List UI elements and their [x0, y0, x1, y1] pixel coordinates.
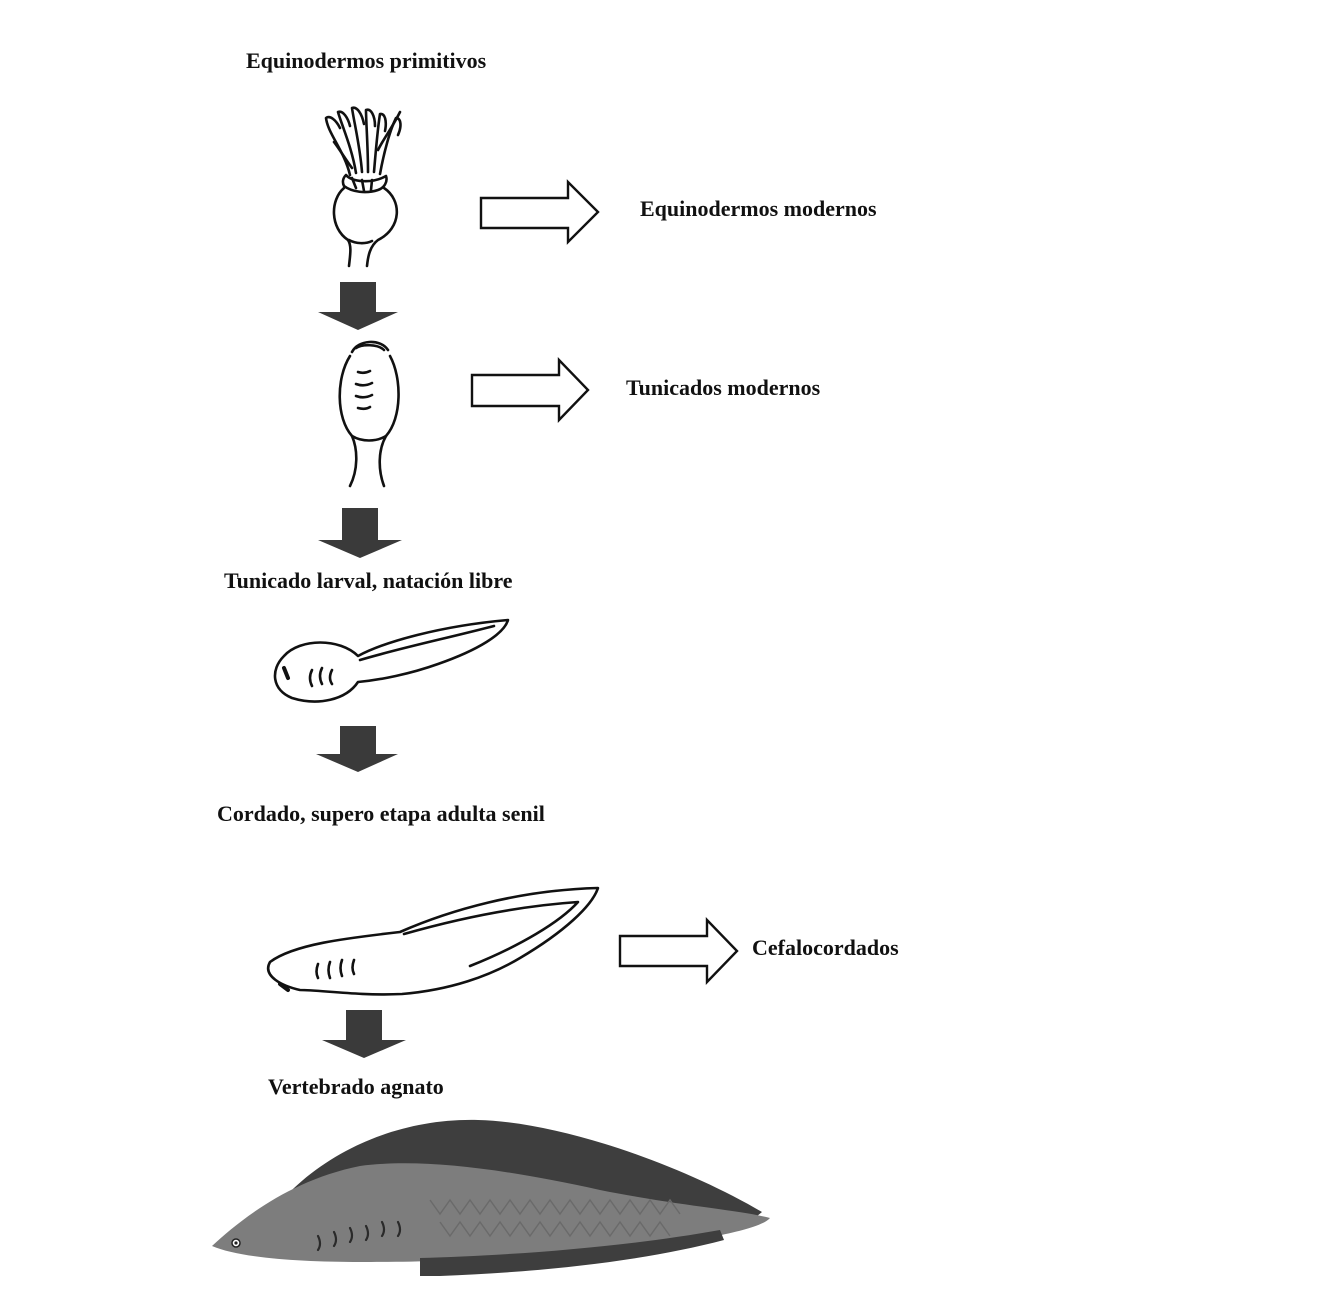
label-modern-tunicates: Tunicados modernos — [626, 375, 821, 400]
sessile-tunicate-figure — [338, 340, 400, 488]
label-chordate-stage: Cordado, supero etapa adulta senil — [217, 801, 545, 826]
label-modern-echinoderms: Equinodermos modernos — [640, 196, 877, 221]
larval-tunicate-figure — [273, 618, 510, 703]
primitive-echinoderm-figure — [324, 106, 402, 268]
down-arrow-2 — [318, 508, 402, 558]
label-agnathan-vertebrate: Vertebrado agnato — [268, 1074, 444, 1099]
down-arrow-4 — [322, 1010, 406, 1058]
label-cephalochordates: Cefalocordados — [752, 935, 899, 960]
down-arrow-1 — [318, 282, 398, 330]
gill-slits — [316, 1220, 402, 1252]
fish-pattern — [429, 1198, 681, 1238]
label-larval-tunicate: Tunicado larval, natación libre — [224, 568, 513, 593]
side-arrow-echinoderms — [479, 179, 600, 245]
agnathan-vertebrate-figure — [212, 1119, 770, 1276]
ventral-fin-shape — [420, 1230, 724, 1276]
chordate-figure — [266, 886, 600, 996]
side-arrow-tunicates — [470, 357, 590, 423]
label-primitive-echinoderms: Equinodermos primitivos — [246, 48, 487, 73]
side-arrow-cephalochordates — [618, 917, 739, 985]
down-arrow-3 — [316, 726, 398, 772]
